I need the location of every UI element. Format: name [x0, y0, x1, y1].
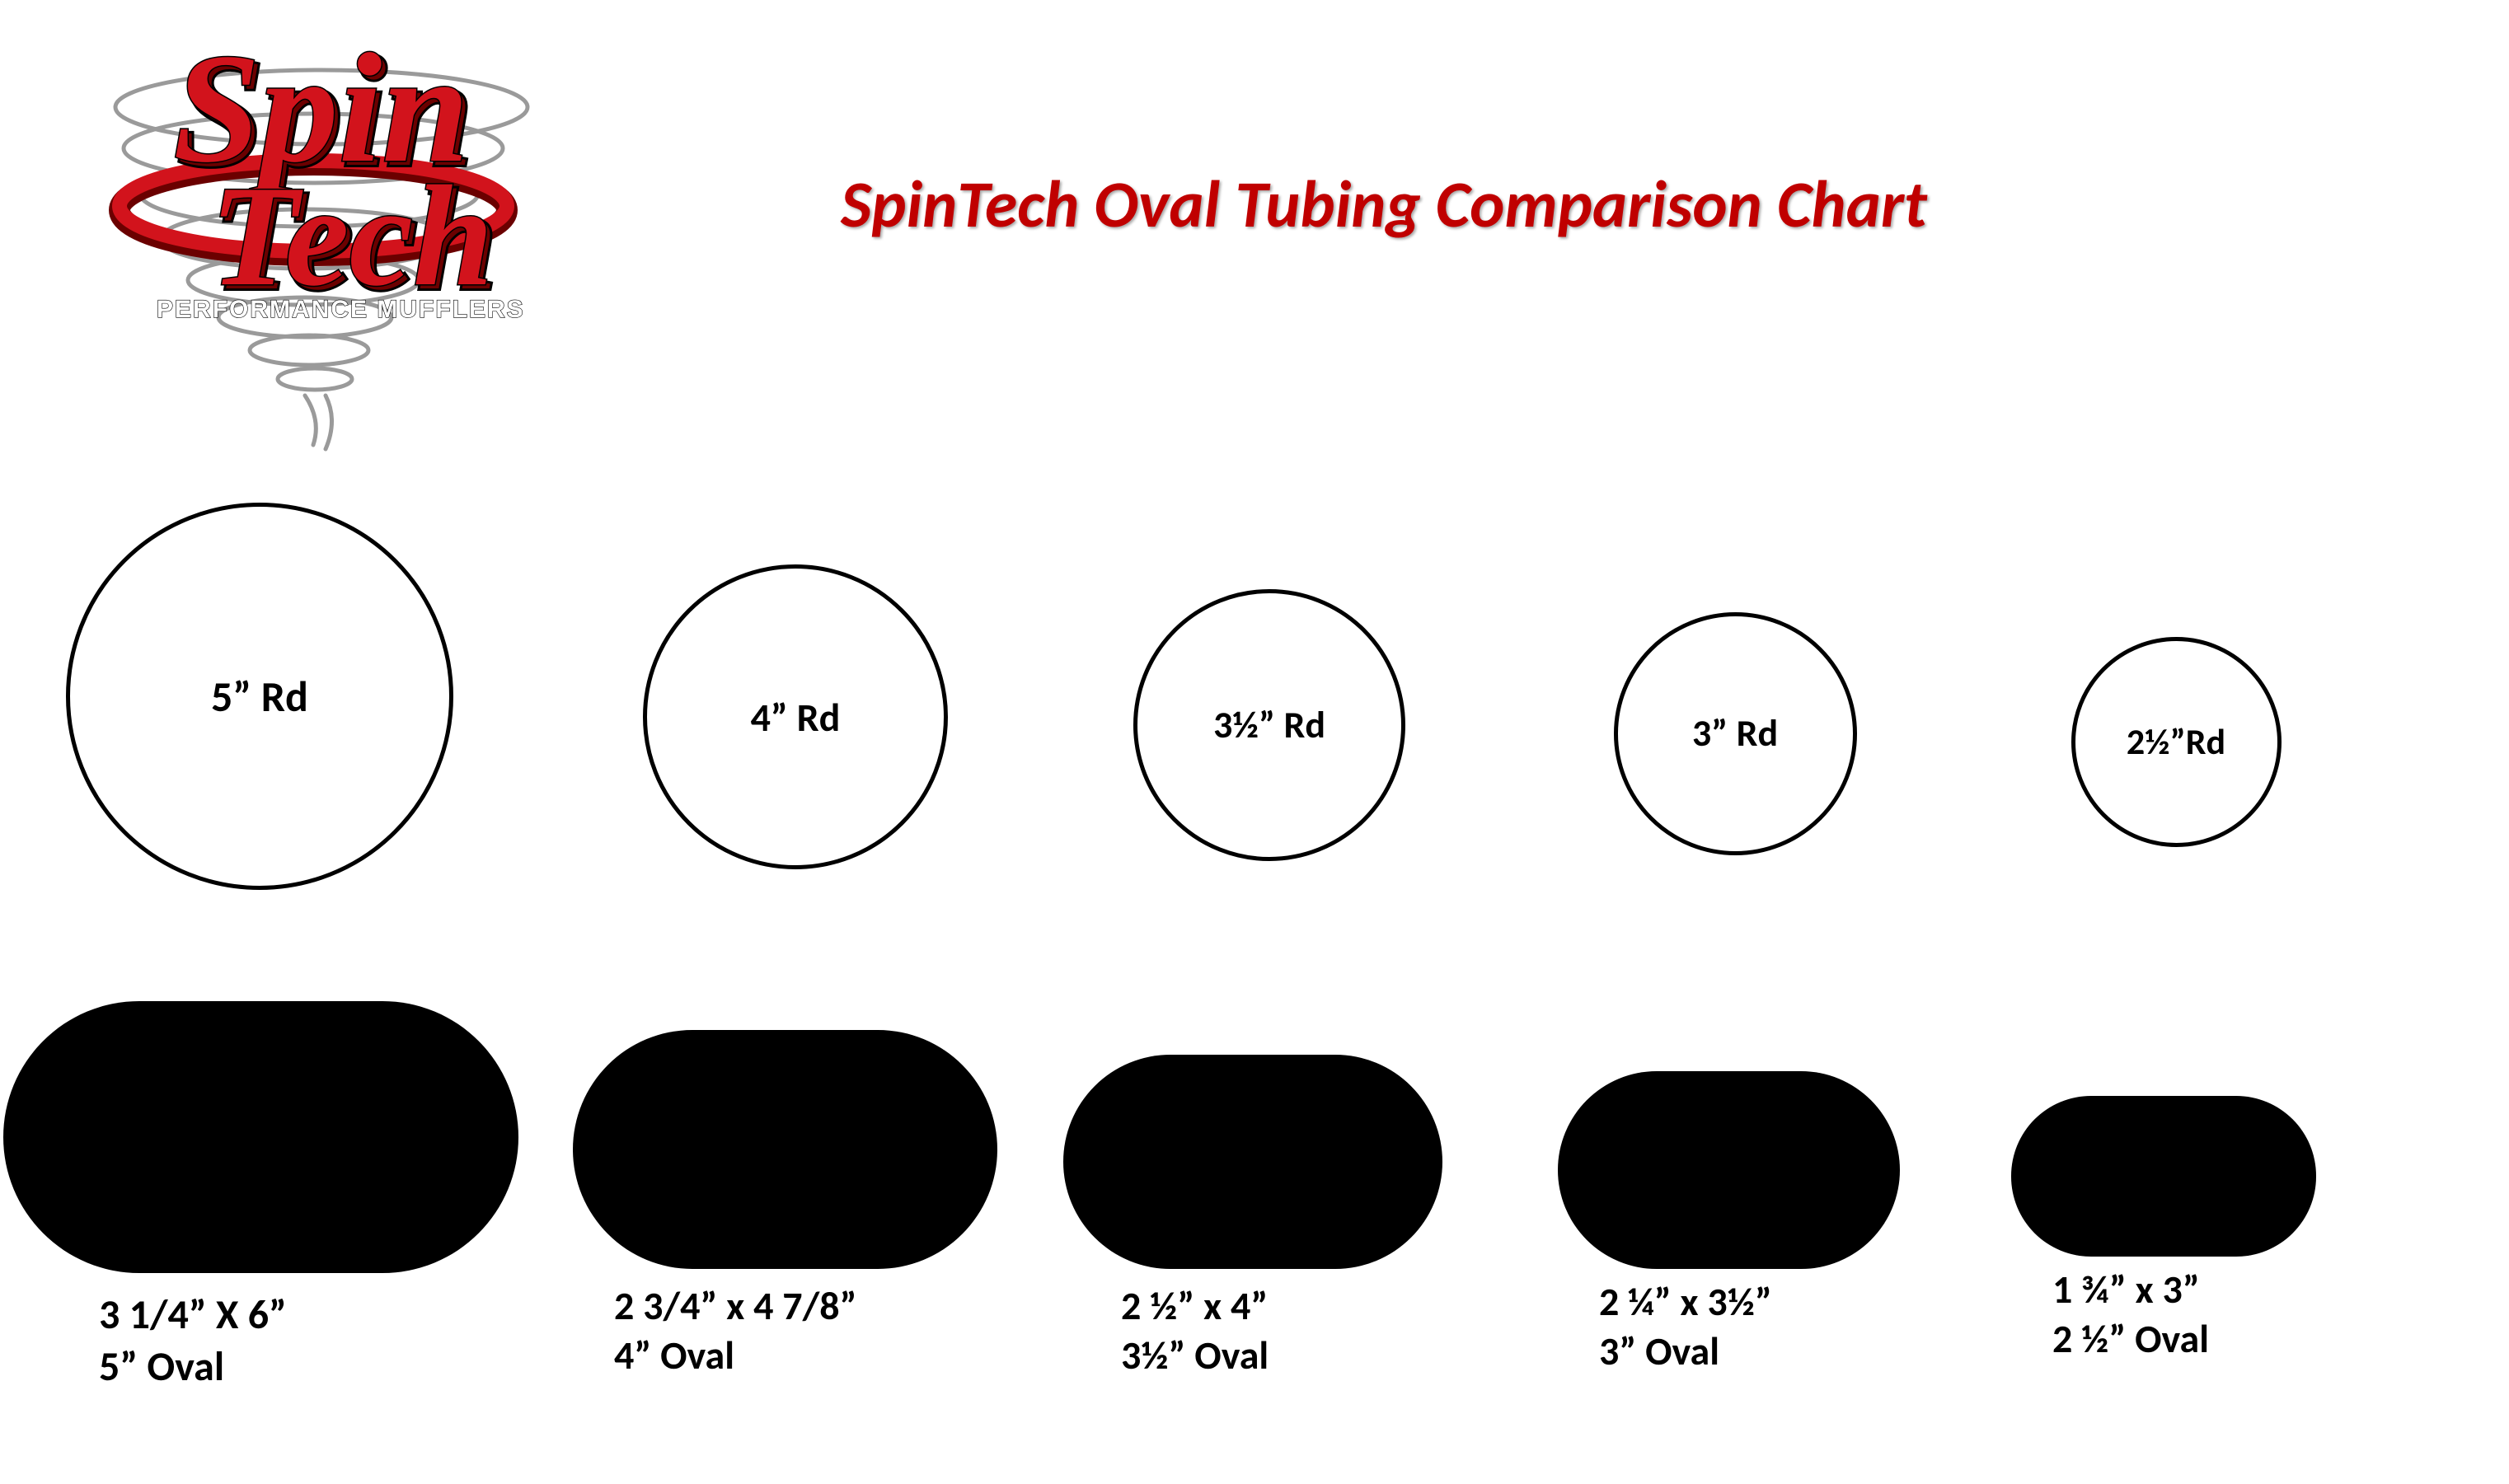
- oval-tube-shape-5: [2011, 1096, 2316, 1257]
- oval-tube-shape-3: [1063, 1055, 1442, 1269]
- oval-name-text: 3½” Oval: [1121, 1331, 1269, 1380]
- svg-text:Tech: Tech: [210, 156, 494, 316]
- oval-tube-shape-4: [1558, 1071, 1900, 1269]
- round-tube-label: 3” Rd: [1692, 710, 1778, 756]
- oval-tube-label-2: 2 3/4” x 4 7/8”4” Oval: [614, 1281, 856, 1380]
- oval-dimensions-text: 3 1/4” X 6”: [99, 1290, 287, 1341]
- round-tube-circle-2: 4” Rd: [643, 564, 948, 869]
- oval-tube-shape-2: [573, 1030, 997, 1269]
- oval-dimensions-text: 2 3/4” x 4 7/8”: [614, 1281, 856, 1331]
- oval-name-text: 4” Oval: [614, 1331, 856, 1380]
- oval-tube-label-5: 1 ¾” x 3”2 ½” Oval: [2052, 1265, 2209, 1364]
- oval-dimensions-text: 1 ¾” x 3”: [2052, 1265, 2209, 1314]
- oval-tube-label-1: 3 1/4” X 6”5” Oval: [99, 1290, 287, 1393]
- oval-tube-shape-1: [3, 1001, 518, 1273]
- round-tube-circle-3: 3½” Rd: [1133, 589, 1405, 861]
- round-tube-label: 3½” Rd: [1213, 702, 1325, 748]
- spintech-logo: Spin Spin Tech Tech PERFORMANCE MUFFLERS: [99, 33, 593, 461]
- oval-name-text: 3” Oval: [1599, 1327, 1772, 1376]
- round-tube-label: 2½”Rd: [2127, 719, 2225, 764]
- oval-tube-label-3: 2 ½” x 4”3½” Oval: [1121, 1281, 1269, 1380]
- round-tube-label: 4” Rd: [751, 693, 841, 742]
- round-tube-label: 5” Rd: [211, 670, 308, 723]
- logo-subline: PERFORMANCE MUFFLERS: [157, 296, 525, 323]
- oval-name-text: 5” Oval: [99, 1341, 287, 1393]
- page-title: SpinTech Oval Tubing Comparison Chart: [841, 165, 1927, 245]
- oval-dimensions-text: 2 ¼” x 3½”: [1599, 1277, 1772, 1327]
- round-tube-circle-4: 3” Rd: [1614, 612, 1857, 855]
- round-tube-circle-5: 2½”Rd: [2071, 637, 2282, 847]
- spintech-logo-svg: Spin Spin Tech Tech PERFORMANCE MUFFLERS: [99, 33, 593, 461]
- round-tube-circle-1: 5” Rd: [66, 503, 453, 890]
- oval-tube-label-4: 2 ¼” x 3½”3” Oval: [1599, 1277, 1772, 1376]
- oval-dimensions-text: 2 ½” x 4”: [1121, 1281, 1269, 1331]
- comparison-chart-canvas: Spin Spin Tech Tech PERFORMANCE MUFFLERS…: [0, 0, 2509, 1484]
- oval-name-text: 2 ½” Oval: [2052, 1314, 2209, 1364]
